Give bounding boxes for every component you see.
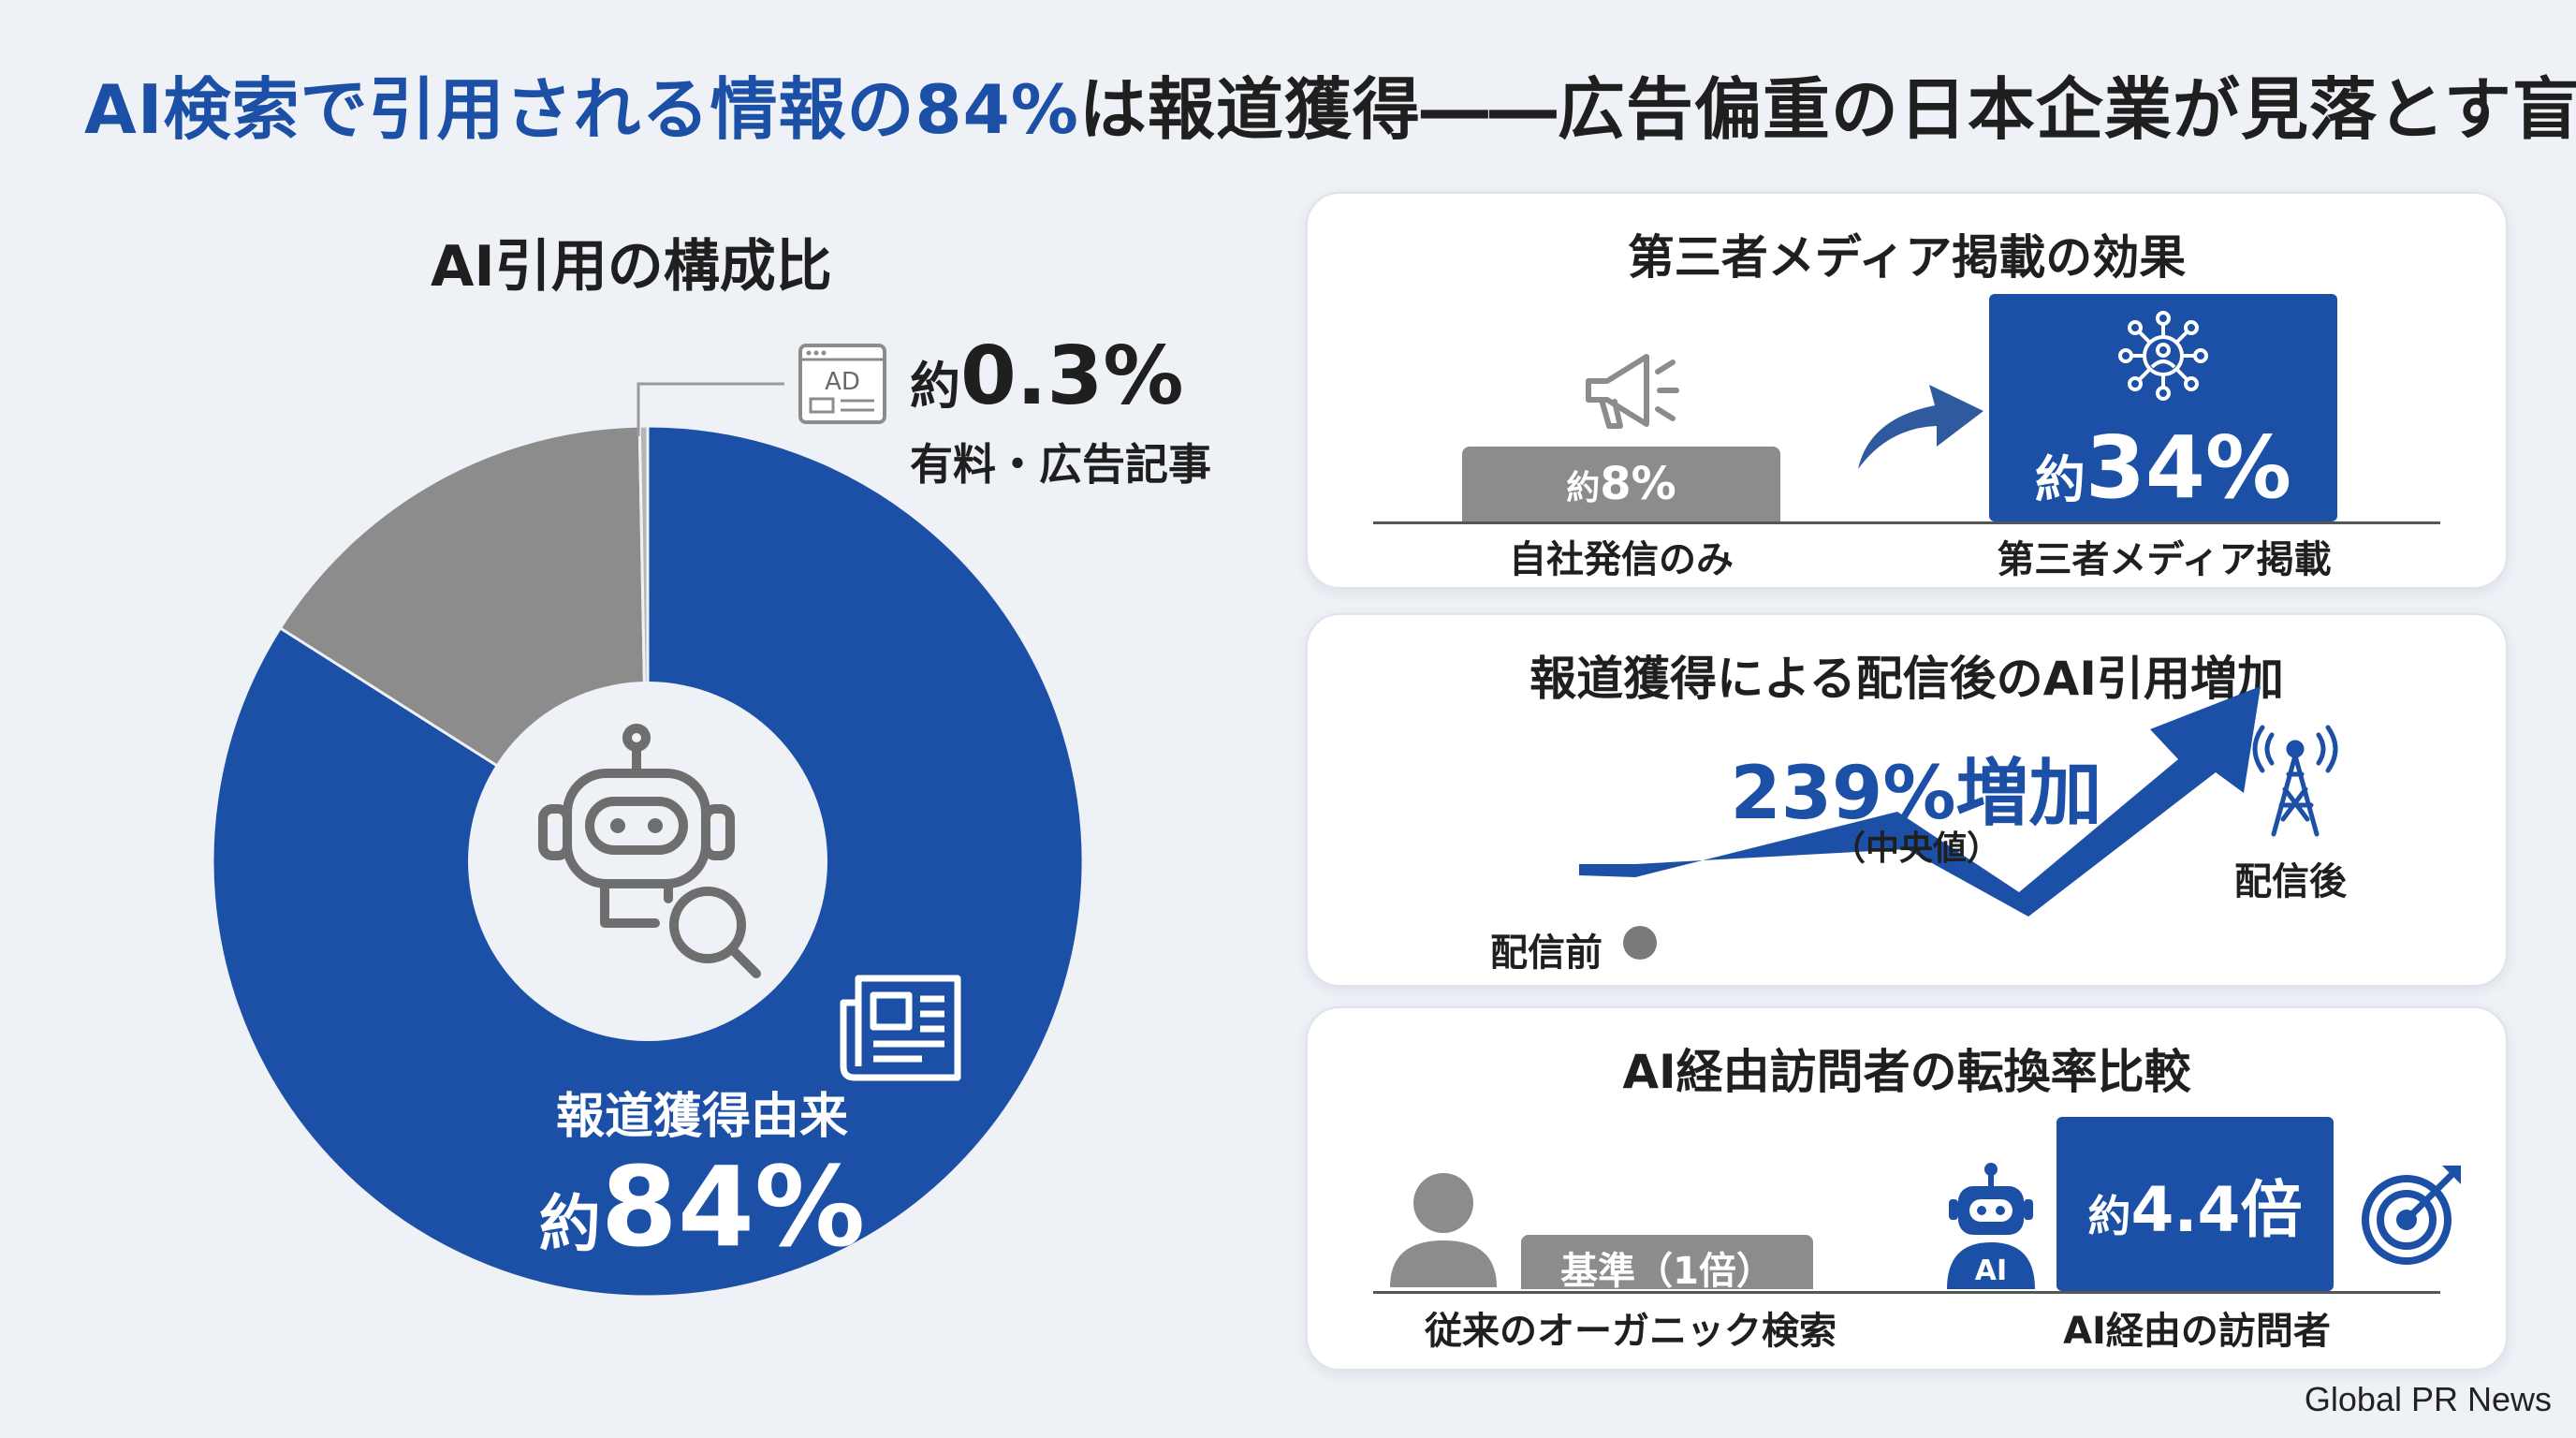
ad-icon-text: AD: [825, 368, 860, 396]
ad-icon: AD: [798, 343, 887, 425]
before-marker: [1623, 926, 1657, 960]
trend-arrow-icon: [1579, 686, 2261, 960]
card3-title: AI経由訪問者の転換率比較: [1622, 1045, 2191, 1099]
ad-share-number: 0.3%: [960, 330, 1184, 423]
bar2-prefix: 約: [2034, 450, 2086, 509]
ad-share-prefix: 約: [910, 357, 960, 416]
title-rest: は報道獲得――広告偏重の日本企業が見落とす盲点: [1078, 70, 2576, 149]
ai-prefix: 約: [2087, 1191, 2131, 1241]
card-conversion: AI経由訪問者の転換率比較 基準（1倍） AI 約4.4倍: [1306, 1006, 2508, 1371]
title-highlight: AI検索で引用される情報の84%: [84, 70, 1079, 149]
donut-heading: AI引用の構成比: [431, 234, 832, 300]
network-user-icon: [2116, 309, 2210, 403]
main-share-value: 約84%: [487, 1142, 917, 1271]
ad-leader-line: [637, 382, 784, 436]
label-ai-visitors: AI経由の訪問者: [2063, 1310, 2331, 1353]
arrow-icon: [1851, 372, 1991, 475]
bar1-value: 8%: [1600, 458, 1676, 510]
card-citation-increase: 報道獲得による配信後のAI引用増加 239%増加 （中央値） 配信前 配信後: [1306, 613, 2508, 987]
increase-value: 239%増加: [1730, 752, 2102, 836]
page-title: AI検索で引用される情報の84%は報道獲得――広告偏重の日本企業が見落とす盲点: [84, 54, 2576, 153]
main-share-prefix: 約: [538, 1188, 601, 1260]
robot-search-icon: [524, 712, 768, 983]
ad-share-value: 約0.3%: [910, 330, 1184, 423]
bar-organic: 基準（1倍）: [1521, 1235, 1813, 1293]
main-share-label: 報道獲得由来: [555, 1089, 848, 1145]
label-organic: 従来のオーガニック検索: [1425, 1310, 1837, 1353]
card1-baseline: [1373, 521, 2440, 524]
ai-badge-text: AI: [1975, 1255, 2007, 1287]
label-before: 配信前: [1490, 932, 1603, 975]
card3-baseline: [1373, 1291, 2440, 1294]
antenna-icon: [2244, 716, 2347, 838]
ai-value: 4.4倍: [2130, 1174, 2303, 1246]
target-icon: [2356, 1158, 2468, 1270]
person-icon: [1383, 1167, 1504, 1289]
ad-share-label: 有料・広告記事: [910, 439, 1211, 490]
card1-title: 第三者メディア掲載の効果: [1627, 230, 2187, 285]
ai-robot-icon: AI: [1930, 1160, 2052, 1291]
increase-sub: （中央値）: [1831, 829, 2000, 868]
bar-ai-visitors: 約4.4倍: [2056, 1117, 2334, 1291]
megaphone-icon: [1579, 344, 1701, 437]
footer-source: Global PR News: [2304, 1380, 2552, 1418]
main-share-number: 84%: [600, 1142, 866, 1271]
card-media-effect: 第三者メディア掲載の効果 約8%: [1306, 192, 2508, 589]
label-after: 配信後: [2234, 860, 2347, 903]
label-third-party: 第三者メディア掲載: [1997, 538, 2332, 581]
newspaper-icon: [838, 969, 969, 1091]
bar2-value: 34%: [2085, 418, 2292, 518]
bar1-prefix: 約: [1566, 469, 1601, 507]
base-label: 基準（1倍）: [1560, 1250, 1774, 1293]
label-own-only: 自社発信のみ: [1509, 538, 1734, 581]
card2-title: 報道獲得による配信後のAI引用増加: [1530, 652, 2284, 706]
bar-third-party: 約34%: [1989, 294, 2337, 521]
bar-own-only: 約8%: [1462, 447, 1780, 521]
